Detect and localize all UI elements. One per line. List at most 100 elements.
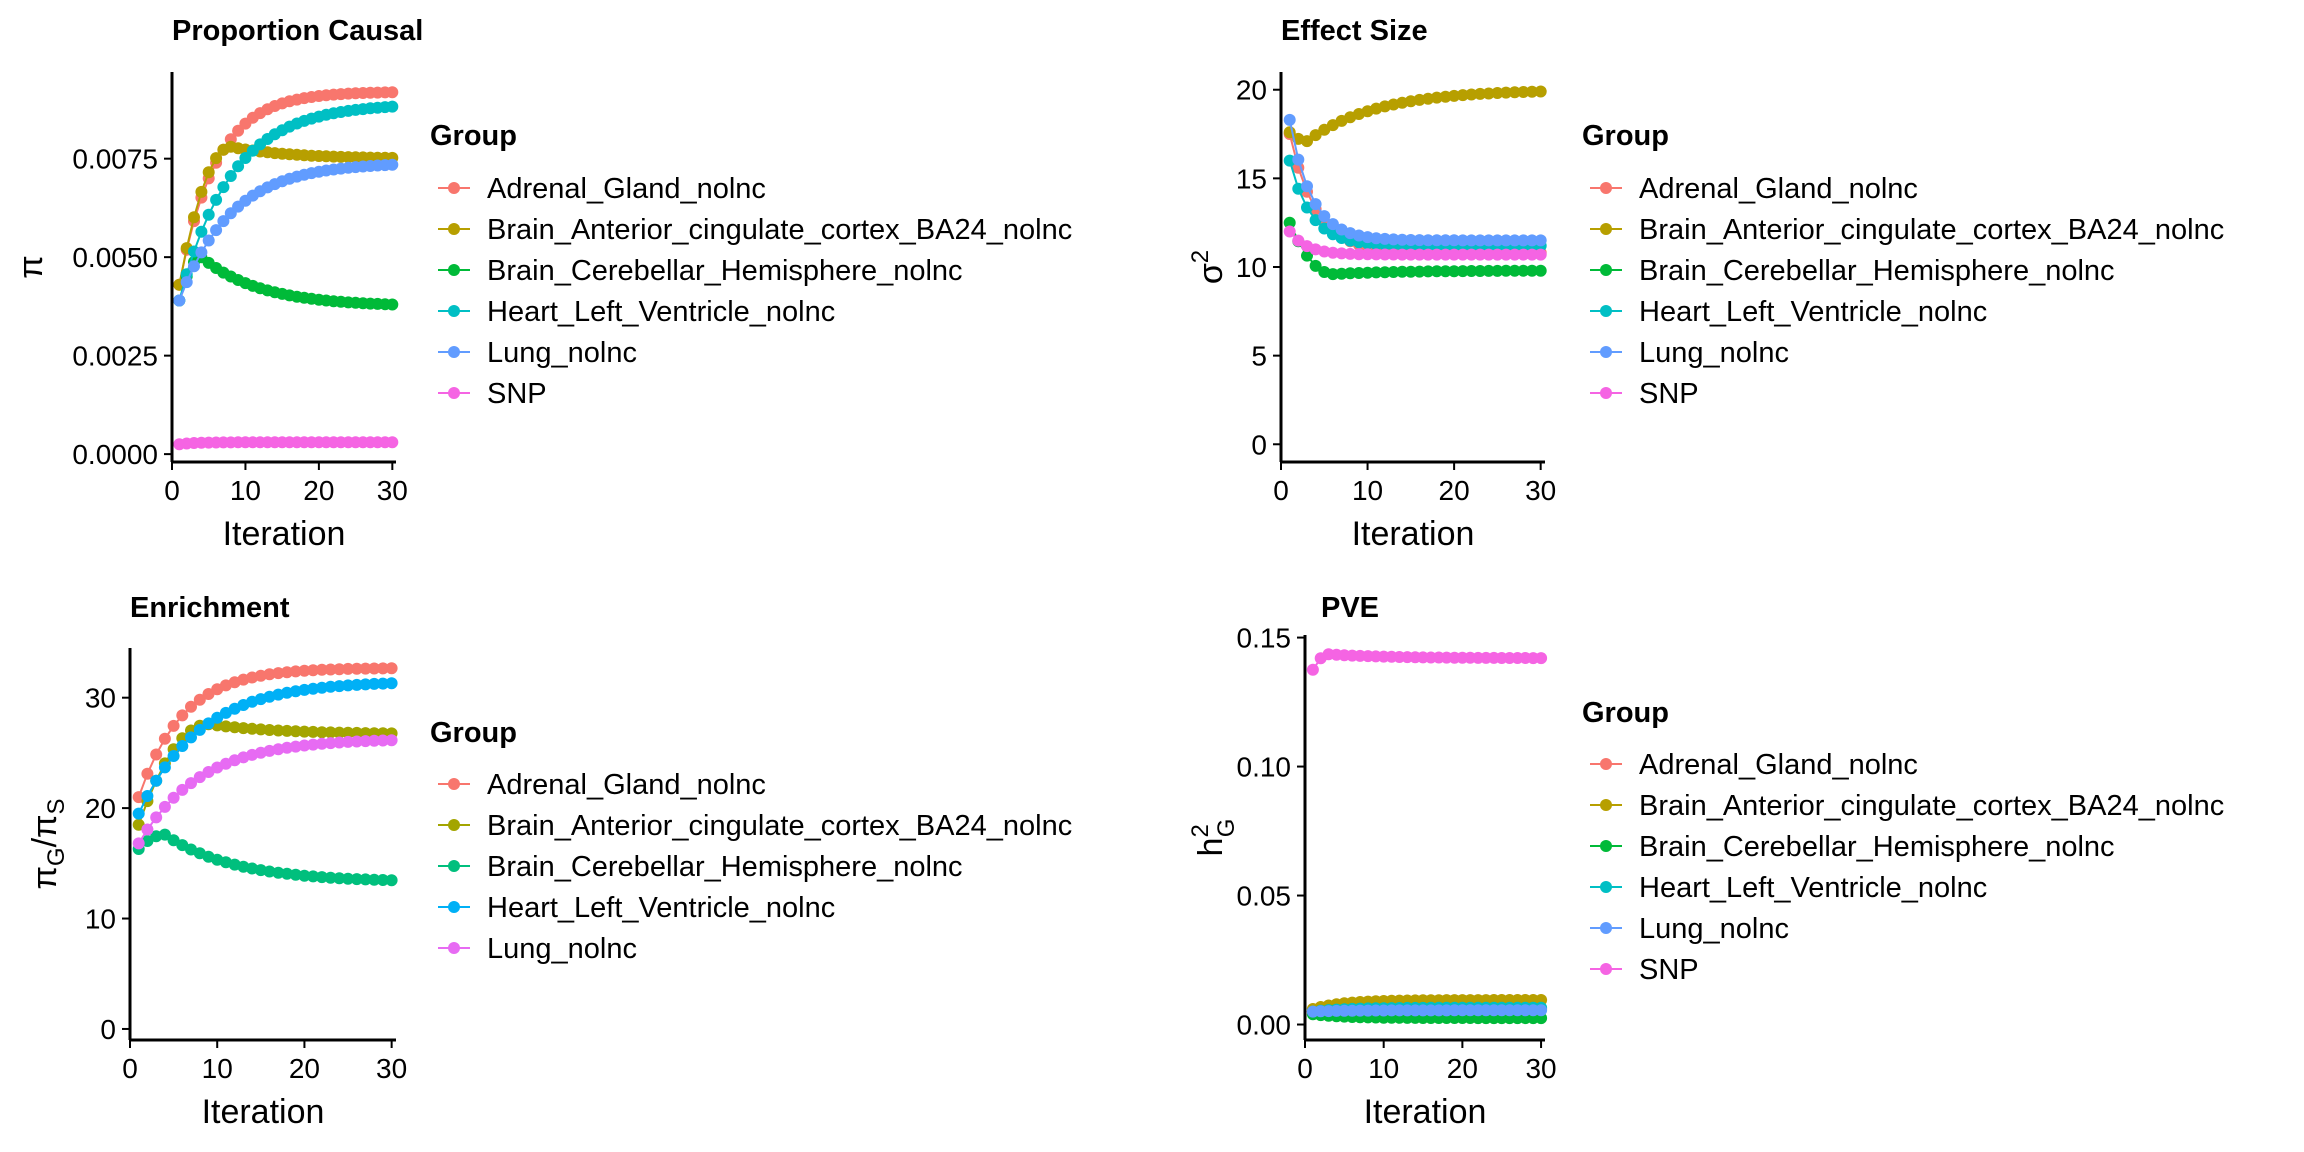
legend: Group Adrenal_Gland_nolnc Brain_Anterior_c… xyxy=(1582,697,2224,986)
data-point xyxy=(324,737,337,750)
legend-key-point xyxy=(448,387,460,399)
data-point xyxy=(1370,232,1383,245)
data-point xyxy=(1326,268,1339,281)
data-point xyxy=(167,791,180,804)
data-point xyxy=(1335,267,1348,280)
y-tick-label: 0.0075 xyxy=(72,144,158,175)
legend-item: Brain_Anterior_cingulate_cortex_BA24_nol… xyxy=(1590,790,2224,822)
data-point xyxy=(1439,90,1452,103)
data-point xyxy=(1474,234,1487,247)
data-point xyxy=(1448,265,1461,278)
data-point xyxy=(359,678,372,691)
data-point xyxy=(359,662,372,675)
data-point xyxy=(1404,265,1417,278)
legend-key-point xyxy=(448,182,460,194)
data-point xyxy=(324,663,337,676)
data-point xyxy=(202,717,215,730)
data-point xyxy=(219,720,232,733)
data-point xyxy=(272,724,285,737)
legend-label: Heart_Left_Ventricle_nolnc xyxy=(487,296,835,328)
x-tick-label: 0 xyxy=(1273,475,1289,506)
legend-item: Brain_Cerebellar_Hemisphere_nolnc xyxy=(438,851,963,883)
data-point xyxy=(202,208,215,221)
panel-enrichment: Enrichment 0 10 20 30 0 10 20 30 Iteration πG/πS Gr… xyxy=(26,592,1072,1131)
data-point xyxy=(1526,234,1538,247)
legend-item: SNP xyxy=(1590,378,1699,410)
legend-item: Heart_Left_Ventricle_nolnc xyxy=(438,296,835,328)
legend-item: Lung_nolnc xyxy=(438,933,637,965)
data-point xyxy=(210,152,223,165)
data-point xyxy=(324,680,337,693)
data-point xyxy=(1422,248,1435,261)
data-point xyxy=(202,166,215,179)
legend-label: Adrenal_Gland_nolnc xyxy=(487,173,766,205)
legend-key-point xyxy=(448,264,460,276)
panel-title: Proportion Causal xyxy=(172,15,423,47)
data-point xyxy=(1508,264,1521,277)
legend-key-point xyxy=(448,901,460,913)
legend-label: Brain_Anterior_cingulate_cortex_BA24_nol… xyxy=(487,810,1072,842)
legend-item: Lung_nolnc xyxy=(1590,337,1789,369)
data-point xyxy=(1534,234,1547,247)
data-point xyxy=(386,158,399,171)
legend-item: Adrenal_Gland_nolnc xyxy=(1590,173,1918,205)
legend-item: Brain_Anterior_cingulate_cortex_BA24_nol… xyxy=(438,214,1072,246)
data-point xyxy=(237,722,250,735)
panel-title: PVE xyxy=(1321,592,1379,624)
data-point xyxy=(281,724,293,737)
y-axis-title: π xyxy=(12,255,50,278)
legend-key-point xyxy=(1600,963,1612,975)
data-point xyxy=(298,869,311,882)
legend-title: Group xyxy=(1582,697,1669,729)
data-point xyxy=(1309,198,1322,211)
data-point xyxy=(263,668,276,681)
legend-label: Adrenal_Gland_nolnc xyxy=(1639,749,1918,781)
data-point xyxy=(1439,234,1452,247)
legend-key-point xyxy=(1600,346,1612,358)
data-point xyxy=(1361,266,1374,279)
data-point xyxy=(1465,88,1478,101)
data-point xyxy=(1306,663,1319,676)
data-point xyxy=(176,709,189,722)
data-point xyxy=(1378,248,1391,261)
x-axis-title: Iteration xyxy=(1364,1093,1487,1131)
x-tick-label: 10 xyxy=(230,475,261,506)
data-point xyxy=(289,725,302,738)
data-point xyxy=(1517,248,1530,261)
data-point xyxy=(1387,233,1400,246)
legend-item: Brain_Cerebellar_Hemisphere_nolnc xyxy=(1590,831,2115,863)
data-point xyxy=(1283,225,1296,238)
data-point xyxy=(1352,248,1365,261)
data-point xyxy=(298,664,311,677)
legend-key-point xyxy=(1600,799,1612,811)
legend-key-point xyxy=(448,942,460,954)
legend-title: Group xyxy=(1582,120,1669,152)
data-point xyxy=(1301,135,1313,148)
data-point xyxy=(315,871,328,884)
data-point xyxy=(193,723,206,736)
data-point xyxy=(368,677,381,690)
data-point xyxy=(188,211,200,224)
y-tick-label: 0 xyxy=(1251,429,1267,460)
data-point xyxy=(1526,85,1538,98)
y-tick-label: 30 xyxy=(85,683,116,714)
data-point xyxy=(1439,265,1452,278)
data-point xyxy=(1482,248,1495,261)
data-point xyxy=(333,726,346,739)
data-point xyxy=(386,436,399,449)
x-tick-label: 30 xyxy=(377,475,408,506)
legend-key-point xyxy=(1600,922,1612,934)
legend-key-point xyxy=(1600,881,1612,893)
data-point xyxy=(1309,129,1322,142)
data-point xyxy=(1292,153,1305,166)
legend-label: Lung_nolnc xyxy=(487,337,637,369)
data-point xyxy=(1465,234,1478,247)
data-point xyxy=(1491,87,1504,99)
y-tick-label: 0.05 xyxy=(1237,881,1292,912)
data-point xyxy=(315,726,328,739)
legend-item: Heart_Left_Ventricle_nolnc xyxy=(1590,296,1987,328)
data-point xyxy=(141,767,154,780)
x-tick-label: 30 xyxy=(376,1053,407,1084)
data-point xyxy=(315,737,328,750)
data-point xyxy=(1422,265,1435,278)
